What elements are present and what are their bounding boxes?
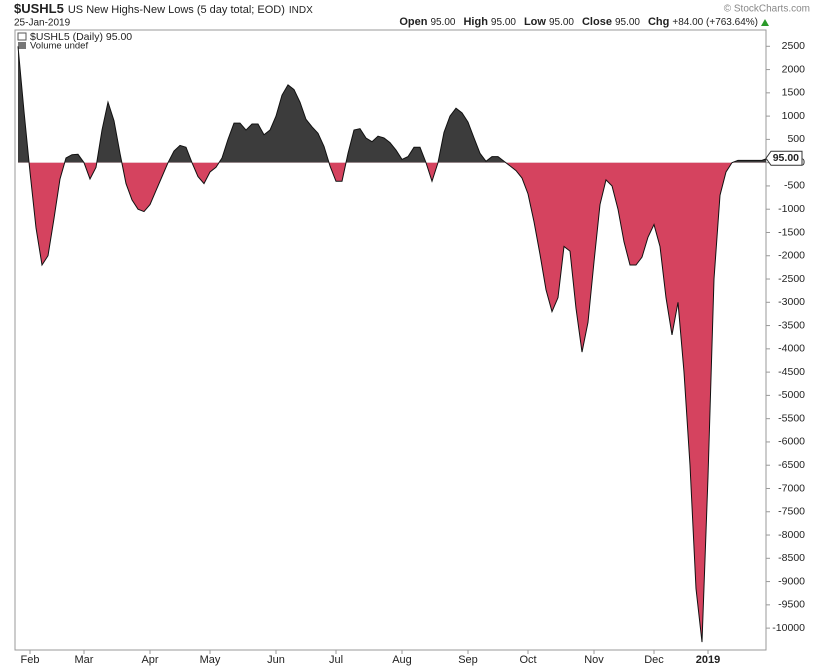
y-tick-label: -7000	[778, 482, 805, 494]
x-tick-label: Dec	[644, 654, 664, 666]
y-tick-label: -1500	[778, 226, 805, 238]
y-tick-label: -9500	[778, 599, 805, 611]
x-tick-label: Sep	[458, 654, 478, 666]
quote-value: 95.00	[549, 17, 574, 28]
exchange: INDX	[289, 5, 313, 16]
quote-label: Open	[399, 16, 427, 28]
quote-value: +84.00 (+763.64%)	[672, 17, 758, 28]
y-tick-label: -10000	[772, 622, 805, 634]
quote-label: Close	[582, 16, 612, 28]
watermark: © StockCharts.com	[724, 4, 810, 15]
y-tick-label: 2500	[782, 40, 806, 52]
y-tick-label: -2500	[778, 273, 805, 285]
symbol: $USHL5	[14, 1, 64, 16]
y-tick-label: -3500	[778, 319, 805, 331]
x-tick-label: Mar	[75, 654, 94, 666]
quote-label: High	[463, 16, 488, 28]
quote-label: Chg	[648, 16, 669, 28]
y-tick-label: 1000	[782, 110, 806, 122]
y-tick-label: -5000	[778, 389, 805, 401]
chart-title: US New Highs-New Lows (5 day total; EOD)	[68, 4, 285, 16]
y-tick-label: -4500	[778, 366, 805, 378]
x-tick-label: Nov	[584, 654, 604, 666]
area-below	[18, 162, 766, 643]
y-tick-label: -8500	[778, 552, 805, 564]
quote-label: Low	[524, 16, 546, 28]
x-tick-label: Jun	[267, 654, 285, 666]
legend-icon	[18, 42, 26, 49]
y-tick-label: -3000	[778, 296, 805, 308]
legend-entry: $USHL5 (Daily) 95.00	[30, 31, 132, 43]
y-tick-label: -1000	[778, 203, 805, 215]
plot-frame	[14, 29, 767, 651]
y-tick-label: -2000	[778, 250, 805, 262]
legend-icon	[17, 32, 27, 41]
x-tick-label: May	[200, 654, 221, 666]
y-tick-label: -9000	[778, 575, 805, 587]
y-tick-label: -4000	[778, 343, 805, 355]
y-tick-label: -6500	[778, 459, 805, 471]
quote-value: 95.00	[615, 17, 640, 28]
area-above	[18, 46, 766, 163]
last-price-tag	[765, 150, 803, 166]
y-tick-label: 1500	[782, 87, 806, 99]
date: 25-Jan-2019	[14, 18, 71, 29]
x-tick-label: Feb	[21, 654, 40, 666]
legend-entry: Volume undef	[30, 41, 88, 52]
quote: Open 95.00 High 95.00 Low 95.00 Close 95.00 Chg +…	[399, 16, 758, 28]
x-tick-label: 2019	[696, 654, 720, 666]
chart-header: $USHL5 US New Highs-New Lows (5 day total…	[14, 1, 313, 16]
y-tick-label: 2000	[782, 63, 806, 75]
x-tick-label: Aug	[392, 654, 412, 666]
quote-value: 95.00	[491, 17, 516, 28]
y-tick-label: -500	[784, 180, 805, 192]
x-tick-label: Apr	[141, 654, 158, 666]
y-tick-label: 500	[787, 133, 805, 145]
last-price-label: 95.00	[773, 152, 799, 164]
y-tick-label: -8000	[778, 529, 805, 541]
y-tick-label: -6000	[778, 436, 805, 448]
quote-value: 95.00	[430, 17, 455, 28]
line	[17, 46, 769, 643]
up-arrow	[761, 19, 769, 26]
x-tick-label: Oct	[519, 654, 536, 666]
y-tick-label: -7500	[778, 506, 805, 518]
y-tick-label: -5500	[778, 412, 805, 424]
x-tick-label: Jul	[329, 654, 343, 666]
